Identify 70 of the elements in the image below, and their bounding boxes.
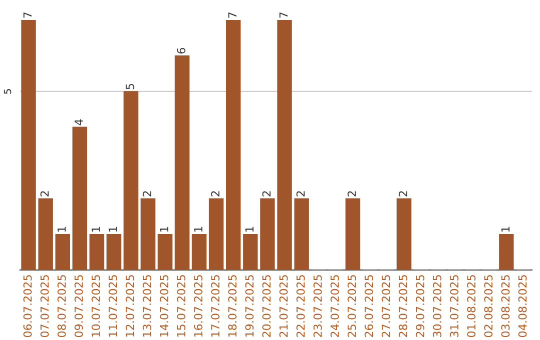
x-tick-label: 02.08.2025 xyxy=(484,275,493,338)
x-tick-label: 09.07.2025 xyxy=(74,275,83,338)
x-tick-label: 08.07.2025 xyxy=(57,275,66,338)
data-label: 2 xyxy=(262,191,271,196)
data-label: 7 xyxy=(228,12,236,18)
x-tick-label: 07.07.2025 xyxy=(40,275,49,338)
x-tick-label: 31.07.2025 xyxy=(450,275,458,337)
x-tick-label: 13.07.2025 xyxy=(142,275,152,337)
bar xyxy=(345,198,360,270)
data-label: 1 xyxy=(58,226,66,232)
data-label: 1 xyxy=(108,226,117,232)
x-tick-label: 12.07.2025 xyxy=(126,275,134,337)
data-label: 7 xyxy=(24,12,32,18)
data-label: 2 xyxy=(398,191,408,196)
data-label: 5 xyxy=(126,84,134,90)
bar xyxy=(208,198,224,270)
bar xyxy=(396,198,412,270)
data-label: 1 xyxy=(194,226,202,232)
bar xyxy=(106,234,122,270)
data-label: 1 xyxy=(245,226,254,232)
bar xyxy=(294,198,309,270)
x-tick-label: 22.07.2025 xyxy=(296,275,305,337)
bar xyxy=(89,234,104,270)
bar xyxy=(277,20,292,270)
bar xyxy=(55,234,70,270)
x-tick-label: 04.08.2025 xyxy=(518,275,527,338)
x-tick-label: 18.07.2025 xyxy=(228,275,237,337)
x-tick-label: 24.07.2025 xyxy=(330,275,339,337)
bar xyxy=(38,198,53,270)
x-tick-label: 19.07.2025 xyxy=(245,275,254,337)
x-tick-label: 03.08.2025 xyxy=(501,275,510,338)
x-tick-label: 26.07.2025 xyxy=(364,275,374,337)
x-tick-label: 10.07.2025 xyxy=(92,275,100,337)
bar xyxy=(158,234,172,270)
data-label: 2 xyxy=(40,191,49,196)
x-tick-label: 28.07.2025 xyxy=(398,275,408,337)
x-tick-label: 16.07.2025 xyxy=(194,275,202,337)
x-tick-label: 17.07.2025 xyxy=(211,275,220,337)
x-tick-label: 11.07.2025 xyxy=(108,275,118,337)
data-label: 7 xyxy=(280,12,288,18)
bar xyxy=(140,198,156,270)
bar xyxy=(226,20,241,270)
data-label: 1 xyxy=(92,226,100,232)
bar xyxy=(243,234,258,270)
bar xyxy=(192,234,207,270)
x-tick-label: 14.07.2025 xyxy=(160,275,168,337)
data-label: 1 xyxy=(160,226,168,232)
bar xyxy=(21,20,36,270)
x-tick-label: 15.07.2025 xyxy=(176,275,186,337)
x-tick-label: 21.07.2025 xyxy=(279,275,288,337)
x-tick-label: 30.07.2025 xyxy=(432,275,442,337)
data-label: 2 xyxy=(211,191,220,196)
bar xyxy=(72,126,88,270)
x-tick-label: 25.07.2025 xyxy=(348,275,356,337)
data-label: 2 xyxy=(348,191,356,196)
x-tick-label: 01.08.2025 xyxy=(467,275,476,338)
x-tick-label: 29.07.2025 xyxy=(416,275,424,337)
data-label: 2 xyxy=(296,191,305,196)
bar xyxy=(124,91,138,270)
x-tick-label: 20.07.2025 xyxy=(262,275,271,337)
x-tick-label: 23.07.2025 xyxy=(313,275,322,337)
data-label: 6 xyxy=(176,48,186,54)
bar xyxy=(174,55,190,270)
bar xyxy=(499,234,514,270)
data-label: 1 xyxy=(501,226,510,232)
data-label: 2 xyxy=(142,191,152,196)
bar xyxy=(260,198,275,270)
x-tick-label: 06.07.2025 xyxy=(23,275,32,338)
data-label: 4 xyxy=(74,119,83,126)
x-tick-label: 27.07.2025 xyxy=(382,275,390,337)
